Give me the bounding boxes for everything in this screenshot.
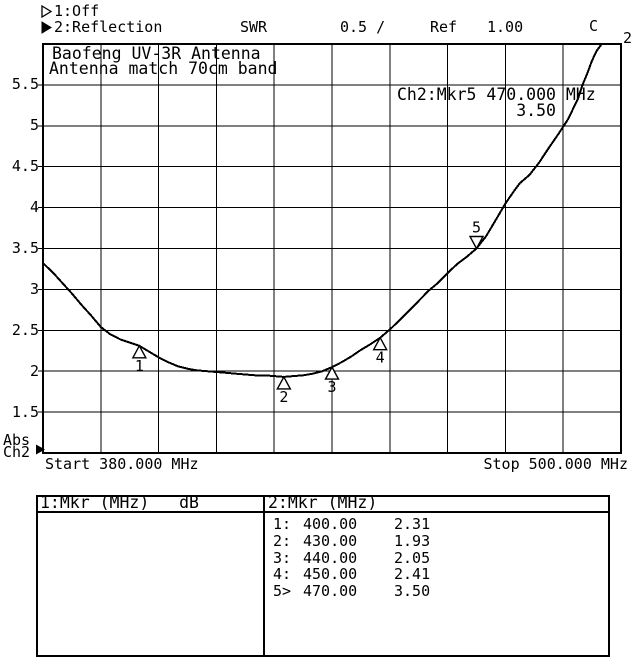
y-axis-tick-label: 4.5 — [11, 157, 39, 176]
stop-freq-label: Stop 500.000 MHz — [483, 455, 629, 473]
marker-row-label: 4: — [273, 565, 292, 584]
y-axis-tick-label: 2 — [29, 361, 39, 380]
marker-row-value: 2.41 — [394, 565, 431, 584]
y-axis-tick-label: 5.5 — [11, 75, 39, 94]
marker-row-freq: 430.00 — [303, 531, 358, 550]
y-axis-tick-label: 5 — [29, 116, 39, 135]
channel-2-status: 2:Reflection — [54, 18, 163, 36]
y-axis-tick-label: 1.5 — [11, 402, 39, 421]
active-marker-value: 3.50 — [516, 101, 556, 120]
trace-number-indicator: 2 — [623, 29, 633, 47]
ref-value: 1.00 — [487, 18, 524, 36]
marker-row-value: 1.93 — [394, 531, 431, 550]
marker-2-symbol — [276, 375, 292, 390]
marker-5-number: 5 — [472, 219, 481, 237]
marker-4-number: 4 — [376, 349, 385, 367]
marker-4-symbol — [372, 336, 388, 351]
marker-row-value: 2.31 — [394, 515, 431, 533]
marker-row-value: 3.50 — [394, 582, 431, 601]
marker-row-freq: 470.00 — [303, 582, 358, 601]
cal-indicator: C — [589, 17, 599, 35]
y-axis-tick-label: 3 — [29, 279, 39, 298]
chart-title-line2: Antenna match 70cm band — [49, 59, 278, 78]
marker-table-1-header: 1:Mkr (MHz) dB — [40, 493, 199, 512]
marker-3-number: 3 — [327, 378, 336, 396]
marker-1-symbol — [131, 344, 148, 359]
marker-row-label: 2: — [273, 531, 292, 550]
marker-1-number: 1 — [135, 357, 144, 375]
marker-table-divider — [263, 495, 265, 657]
marker-5-symbol — [468, 235, 485, 250]
y-axis-tick-label: 4 — [29, 198, 39, 217]
y-axis-tick-label: 2.5 — [11, 320, 39, 339]
scale-per-division: 0.5 / — [340, 18, 386, 36]
marker-row-label: 5> — [273, 582, 292, 601]
marker-row-freq: 400.00 — [303, 515, 358, 533]
marker-table-2-header: 2:Mkr (MHz) — [268, 493, 378, 512]
ref-label: Ref — [430, 18, 458, 36]
marker-table-header-rule — [36, 511, 610, 513]
y-axis-tick-label: 3.5 — [11, 239, 39, 257]
start-freq-label: Start 380.000 MHz — [45, 455, 199, 473]
channel-label: Ch2 — [3, 443, 31, 461]
channel-2-indicator-icon — [41, 21, 52, 34]
marker-2-number: 2 — [279, 388, 288, 406]
measurement-format: SWR — [240, 18, 268, 36]
channel-1-indicator-icon — [41, 5, 53, 18]
marker-table-box — [36, 495, 610, 657]
marker-row-freq: 450.00 — [303, 565, 358, 584]
marker-row-label: 3: — [273, 548, 292, 567]
channel-1-status: 1:Off — [54, 2, 100, 20]
marker-3-symbol — [324, 365, 340, 380]
marker-row-label: 1: — [273, 515, 292, 533]
abs-label: Abs — [3, 431, 31, 449]
channel-pointer-icon — [36, 444, 45, 455]
marker-row-value: 2.05 — [394, 548, 431, 567]
active-marker-readout: Ch2:Mkr5 470.000 MHz — [397, 85, 596, 104]
marker-row-freq: 440.00 — [303, 548, 358, 567]
